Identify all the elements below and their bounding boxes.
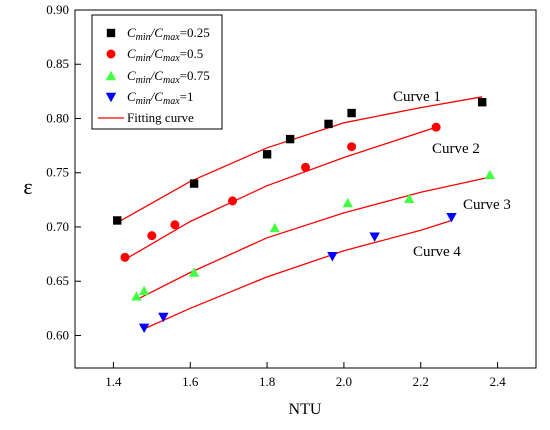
data-point-series-3 [131,291,142,301]
legend-text-part: C [127,25,136,40]
x-tick-label: 1.8 [259,374,275,389]
data-point-series-4 [158,312,169,323]
x-tick-label: 2.4 [489,374,506,389]
data-point-series-3 [484,169,496,180]
legend-text-part: =0.75 [180,68,210,83]
data-point-series-2 [228,196,238,206]
legend: Cmin/Cmax=0.25Cmin/Cmax=0.5Cmin/Cmax=0.7… [91,14,223,130]
y-tick-label: 0.80 [46,110,69,125]
legend-marker-4 [105,92,117,103]
data-point-series-1 [324,119,333,129]
data-point-series-2 [147,231,157,241]
legend-marker-1 [106,28,116,38]
legend-text-part: /C [150,46,164,61]
data-point-series-2 [347,142,357,152]
data-point-series-4 [446,213,457,223]
legend-text-part: C [127,68,136,83]
legend-items: Cmin/Cmax=0.25Cmin/Cmax=0.5Cmin/Cmax=0.7… [98,25,210,125]
fitting-curves-layer [116,96,491,330]
legend-label-3: Cmin/Cmax=0.75 [127,68,210,86]
curve-label-1: Curve 1 [393,89,441,105]
x-tick-label: 2.0 [336,374,352,389]
data-point-series-3 [404,193,415,203]
legend-text-part: min [136,32,151,43]
curve-label-3: Curve 3 [463,197,511,213]
data-point-series-1 [285,134,295,144]
data-point-series-3 [269,222,280,233]
legend-text-part: max [163,96,180,107]
y-tick-label: 0.65 [46,273,69,288]
data-point-series-2 [170,220,180,230]
data-point-series-1 [113,216,122,225]
data-point-series-2 [431,122,441,132]
legend-label-1: Cmin/Cmax=0.25 [127,25,210,43]
data-point-series-1 [347,108,356,118]
y-axis-title: ε [23,174,32,199]
fitting-curve-2 [124,126,437,261]
y-tick-label: 0.90 [46,2,69,17]
legend-marker-3 [105,70,117,81]
data-point-series-3 [188,267,200,277]
legend-text-part: =1 [180,89,194,104]
data-point-series-2 [120,252,130,262]
legend-label-4: Cmin/Cmax=1 [127,89,193,107]
legend-text-part: /C [150,25,164,40]
legend-text-part: min [136,75,151,86]
x-tick-label: 2.2 [413,374,429,389]
legend-label-fitting: Fitting curve [127,110,194,125]
legend-text-part: C [127,89,136,104]
y-tick-label: 0.70 [46,219,69,234]
legend-text-part: =0.25 [180,25,210,40]
data-point-series-1 [189,179,199,188]
data-point-series-1 [478,98,487,107]
x-tick-label: 1.6 [182,374,199,389]
y-tick-label: 0.75 [46,165,69,180]
fitting-curve-3 [136,176,491,301]
y-tick-label: 0.85 [46,56,69,71]
legend-text-part: /C [150,89,164,104]
ticks-layer: 1.4 1.6 1.8 2.0 2.2 2.4 0.60 0.65 0.70 0.75 0.80 0.… [46,2,506,389]
curve-label-2: Curve 2 [432,141,480,157]
data-point-series-1 [262,150,272,159]
data-point-series-3 [342,197,353,208]
data-point-series-2 [301,162,310,172]
data-point-series-4 [327,252,338,262]
legend-text-part: max [163,75,180,86]
legend-marker-2 [106,49,116,59]
curve-label-4: Curve 4 [413,244,461,260]
x-tick-label: 1.4 [105,374,122,389]
plot-frame [74,9,537,369]
x-axis-title: NTU [289,401,322,418]
data-points-layer [113,98,496,334]
data-point-series-3 [138,285,150,296]
data-point-series-4 [138,323,150,334]
data-point-series-4 [369,232,380,242]
y-tick-label: 0.60 [46,327,69,342]
fitting-curve-1 [116,96,483,224]
legend-text-part: /C [150,68,164,83]
legend-text-part: min [136,53,151,64]
curve-labels-layer: Curve 1 Curve 2 Curve 3 Curve 4 [393,89,511,260]
legend-text-part: max [163,32,180,43]
legend-text-part: C [127,46,136,61]
legend-label-2: Cmin/Cmax=0.5 [127,46,203,64]
legend-text-part: max [163,53,180,64]
legend-text-part: min [136,96,151,107]
legend-text-part: =0.5 [180,46,204,61]
fitting-curve-4 [143,219,452,330]
